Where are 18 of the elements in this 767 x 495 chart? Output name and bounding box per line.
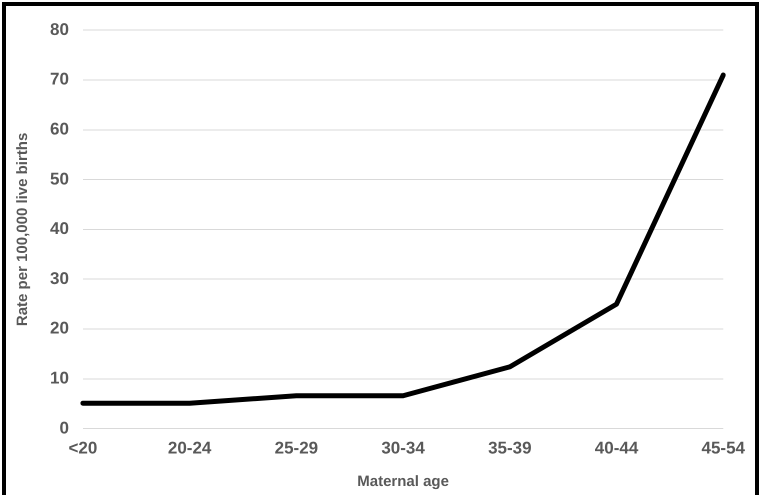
x-tick-label: 40-44 (594, 438, 639, 458)
x-tick-label: <20 (68, 438, 98, 458)
x-tick-label: 30-34 (381, 438, 426, 458)
x-axis-title: Maternal age (357, 473, 449, 490)
y-tick-label: 10 (50, 368, 69, 388)
x-tick-label: 35-39 (488, 438, 532, 458)
y-tick-label: 70 (50, 70, 69, 89)
y-tick-label: 0 (59, 418, 69, 438)
y-tick-label: 20 (50, 318, 69, 338)
y-tick-label: 80 (50, 20, 69, 39)
y-axis-title: Rate per 100,000 live births (14, 132, 32, 326)
y-tick-label: 30 (50, 268, 69, 288)
y-tick-label: 60 (50, 119, 69, 138)
x-tick-label: 45-54 (702, 438, 746, 458)
y-tick-label: 40 (50, 219, 69, 238)
x-tick-label: 25-29 (274, 438, 318, 458)
x-tick-label: 20-24 (168, 438, 212, 458)
y-tick-label: 50 (50, 169, 69, 188)
